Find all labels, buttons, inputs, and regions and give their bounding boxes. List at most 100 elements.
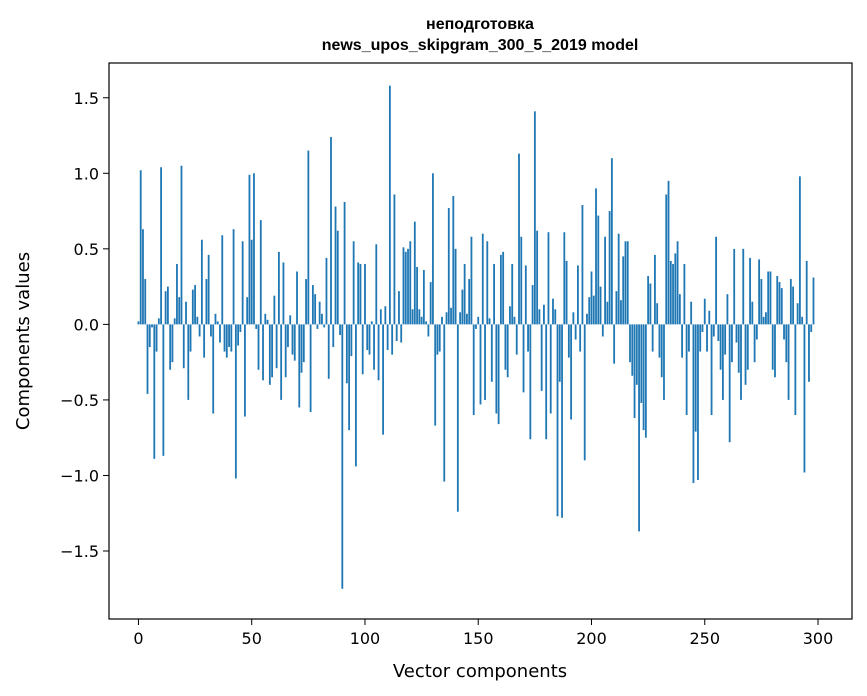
bar: [287, 324, 289, 348]
bar: [651, 324, 654, 352]
bar: [678, 294, 681, 325]
bar: [264, 313, 267, 325]
bar: [810, 324, 813, 332]
bar: [549, 324, 552, 414]
bar: [162, 324, 165, 456]
bar: [262, 324, 264, 381]
bar: [244, 324, 246, 417]
bar: [588, 297, 591, 325]
bar: [271, 324, 273, 378]
bar: [398, 291, 400, 325]
bar: [774, 324, 776, 378]
bar: [422, 269, 425, 325]
bar: [606, 301, 609, 325]
bar: [710, 324, 713, 416]
bar: [219, 324, 221, 343]
bar: [737, 324, 740, 373]
bar: [277, 251, 280, 325]
bar: [137, 321, 140, 325]
x-tick-label: 150: [463, 629, 494, 648]
bar: [205, 279, 208, 325]
bar: [316, 324, 319, 329]
bar: [366, 324, 369, 351]
bar: [742, 248, 745, 325]
bar: [275, 324, 278, 369]
bar: [468, 279, 471, 325]
bar: [665, 194, 668, 325]
bar: [246, 297, 249, 325]
y-tick-label: 0.0: [74, 315, 99, 334]
bar: [567, 324, 570, 358]
x-axis-label: Vector components: [393, 661, 567, 682]
bar: [402, 247, 405, 325]
bar: [708, 310, 711, 325]
bar: [309, 324, 312, 413]
bar: [780, 288, 783, 325]
bar: [654, 254, 656, 325]
bar: [792, 286, 795, 325]
bar: [284, 324, 287, 378]
bar: [712, 324, 715, 337]
bar: [805, 260, 808, 325]
bar: [502, 251, 505, 325]
bar: [518, 153, 520, 325]
bar: [597, 215, 600, 325]
bar: [701, 324, 704, 332]
bar: [520, 236, 523, 325]
bar: [239, 324, 242, 332]
bar: [697, 324, 699, 480]
bar: [300, 324, 303, 373]
bar: [744, 324, 747, 385]
bar: [529, 324, 532, 440]
bar: [228, 324, 230, 348]
bar: [196, 316, 199, 325]
bar: [490, 324, 493, 382]
chart-subtitle: news_upos_skipgram_300_5_2019 model: [322, 37, 639, 54]
bar: [504, 324, 507, 370]
bar: [706, 324, 708, 352]
bar: [509, 306, 511, 325]
bar: [330, 137, 332, 325]
bar: [404, 251, 407, 325]
bar: [470, 236, 473, 325]
y-tick-label: 0.5: [74, 240, 99, 259]
bar: [200, 239, 203, 325]
bar: [452, 195, 455, 325]
bar: [658, 324, 661, 358]
bar: [171, 324, 174, 363]
bar: [296, 271, 298, 325]
bar: [321, 313, 323, 325]
bar: [515, 324, 518, 355]
plot-frame: [108, 62, 853, 620]
bar: [248, 174, 251, 325]
bar: [447, 208, 450, 325]
bar: [323, 324, 326, 328]
bar: [352, 241, 355, 325]
bar: [801, 316, 804, 325]
bar: [194, 285, 196, 325]
bar: [461, 289, 464, 325]
bar: [216, 321, 219, 325]
bar: [418, 309, 421, 325]
bar: [144, 279, 147, 325]
bar: [185, 301, 187, 325]
bar: [427, 324, 430, 337]
bar: [499, 254, 502, 325]
bar: [527, 324, 529, 352]
bar: [289, 315, 292, 325]
bar: [413, 221, 416, 325]
bar: [212, 324, 215, 414]
bar: [463, 263, 466, 325]
chart-title: неподготовка: [426, 16, 534, 33]
bar: [379, 309, 382, 325]
bar: [475, 324, 477, 329]
y-tick-label: −1.0: [60, 466, 99, 485]
bar: [318, 301, 321, 325]
bar: [191, 289, 194, 325]
bar: [608, 211, 611, 325]
bar: [640, 324, 643, 403]
bar: [472, 324, 475, 416]
bar: [481, 233, 484, 325]
bar: [615, 291, 618, 325]
bar: [776, 276, 779, 325]
